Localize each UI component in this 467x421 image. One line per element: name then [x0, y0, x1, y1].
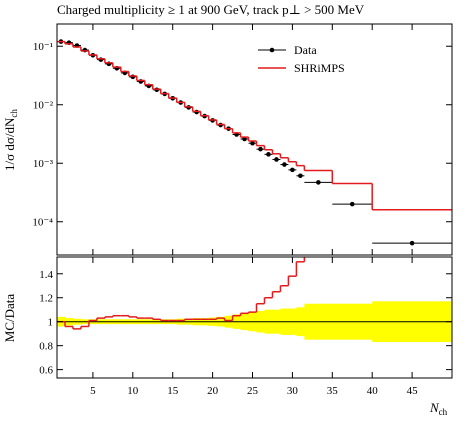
y-tick-label: 10⁻³ [33, 158, 54, 170]
ratio-frame [56, 256, 453, 379]
y-tick-label: 1 [48, 317, 54, 329]
x-tick-label: 45 [407, 385, 419, 397]
data-point [98, 57, 104, 62]
y-tick-label: 1.2 [39, 293, 53, 305]
data-point [409, 240, 415, 246]
y-label-main: 1/σ dσ/dN [2, 117, 17, 171]
data-point [316, 180, 321, 185]
x-tick-label: 15 [167, 385, 179, 397]
data-point [130, 74, 136, 80]
legend-label: SHRiMPS [294, 61, 345, 75]
data-point [290, 167, 295, 173]
main-frame [56, 23, 453, 256]
y-axis-label: 1/σ dσ/dNch [2, 109, 19, 171]
legend-swatch [269, 47, 275, 53]
y-tick-label: 10⁻¹ [33, 41, 53, 53]
x-tick-label: 20 [207, 385, 219, 397]
plot-area [57, 257, 452, 343]
x-label-main: N [429, 400, 440, 415]
x-axis-label: Nch [429, 400, 448, 417]
legend-label: Data [294, 43, 317, 57]
ratio-panel: 5 10 15 20 25 30 35 40 45 0.6 0.8 1 1.2 1.4 [39, 257, 452, 397]
y-label-sub: ch [9, 109, 19, 118]
x-tick-label: 35 [327, 385, 339, 397]
plot-area [57, 39, 452, 246]
y-tick-label: 10⁻² [33, 100, 54, 112]
data-point [250, 140, 255, 146]
x-tick-label: 25 [247, 385, 259, 397]
y-tick-label: 0.6 [39, 365, 53, 377]
x-tick-label: 30 [287, 385, 299, 397]
ratio-y-label: MC/Data [2, 294, 17, 343]
data-point [349, 201, 355, 207]
y-tick-label: 0.8 [39, 341, 53, 353]
x-tick-label: 10 [127, 385, 139, 397]
x-tick-label: 5 [90, 385, 96, 397]
x-label-sub: ch [439, 407, 448, 417]
data-point [298, 173, 303, 179]
data-point [274, 157, 279, 162]
main-panel: 10⁻¹ 10⁻² 10⁻³ 10⁻⁴ Data SHRiMPS [32, 24, 452, 255]
x-tick-label: 40 [367, 385, 379, 397]
data-point [266, 152, 271, 157]
chart-title: Charged multiplicity ≥ 1 at 900 GeV, tra… [57, 2, 365, 17]
data-point [258, 146, 263, 152]
y-tick-label: 10⁻⁴ [32, 217, 53, 229]
y-tick-label: 1.4 [39, 269, 53, 281]
data-point [282, 162, 287, 167]
